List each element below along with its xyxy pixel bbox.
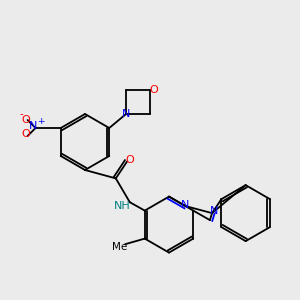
Text: N: N: [29, 121, 38, 131]
Text: NH: NH: [113, 201, 130, 211]
Text: O: O: [21, 115, 30, 125]
Text: N: N: [181, 200, 189, 210]
Text: N: N: [210, 206, 218, 216]
Text: N: N: [122, 109, 130, 119]
Text: O: O: [126, 154, 134, 165]
Text: O: O: [149, 85, 158, 95]
Text: +: +: [37, 116, 44, 125]
Text: Me: Me: [112, 242, 127, 252]
Text: O: O: [21, 129, 30, 139]
Text: -: -: [20, 109, 23, 119]
